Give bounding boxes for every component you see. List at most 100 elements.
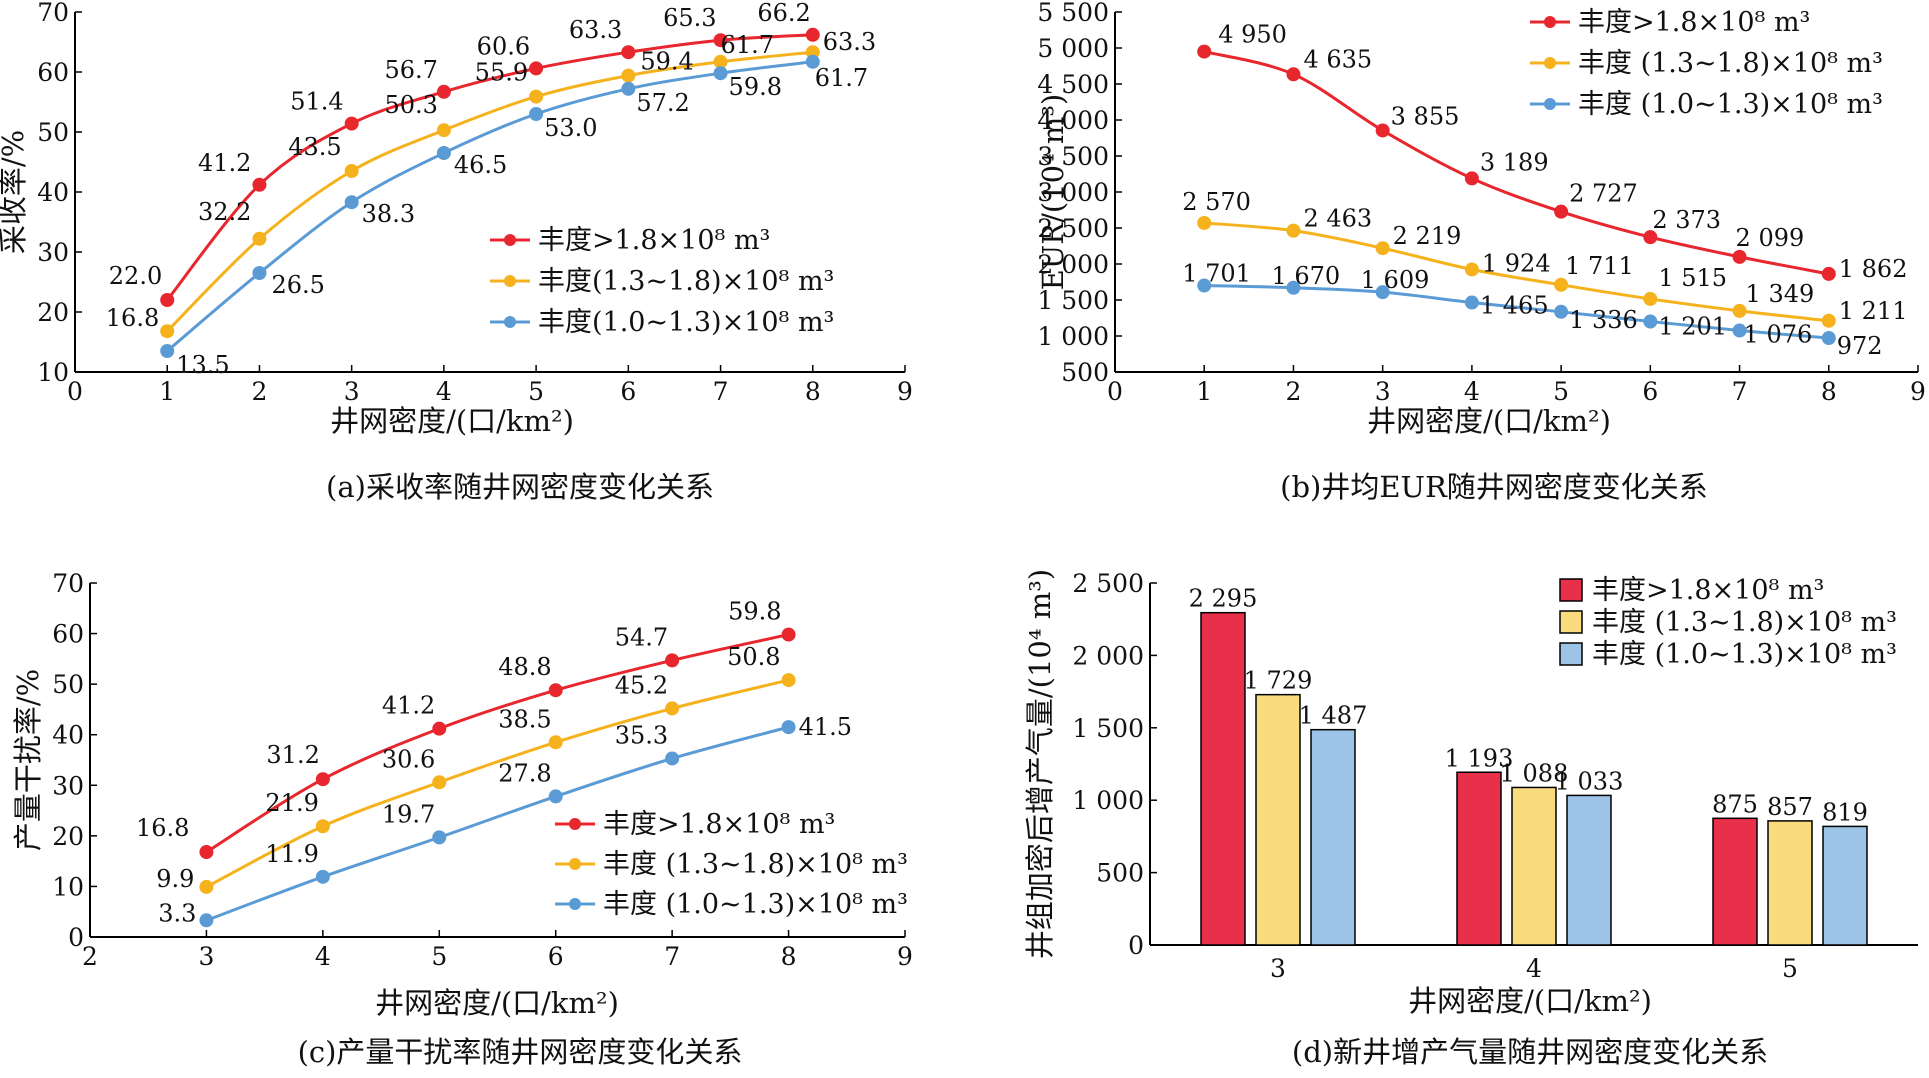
data-point: [1464, 295, 1479, 310]
data-point: [713, 54, 728, 69]
data-point: [1286, 280, 1301, 295]
legend-marker: [1544, 57, 1556, 69]
legend-label: 丰度 (1.3~1.8)×10⁸ m³: [1578, 48, 1883, 79]
data-label: 43.5: [288, 133, 341, 161]
y-tick-label: 30: [37, 238, 69, 267]
data-point: [1375, 241, 1390, 256]
data-label: 63.3: [569, 16, 622, 44]
data-point: [1732, 249, 1747, 264]
data-point: [252, 177, 267, 192]
data-point: [621, 68, 636, 83]
legend-marker: [1544, 98, 1556, 110]
x-tick-label: 3: [198, 942, 214, 971]
x-tick-label: 2: [82, 942, 98, 971]
data-label: 11.9: [265, 840, 318, 868]
data-point: [199, 845, 214, 860]
legend-swatch: [1559, 578, 1583, 602]
data-point: [199, 879, 214, 894]
data-label: 13.5: [176, 351, 229, 379]
y-tick-label: 70: [37, 0, 69, 27]
legend-label: 丰度>1.8×10⁸ m³: [603, 809, 835, 840]
data-point: [548, 683, 563, 698]
bar-label: 2 295: [1189, 585, 1258, 613]
x-axis-title: 井网密度/(口/km²): [1367, 404, 1611, 438]
y-tick-label: 2 500: [1037, 214, 1109, 243]
data-point: [1375, 123, 1390, 138]
bar: [1712, 817, 1758, 946]
x-tick-label: 6: [620, 377, 636, 406]
data-point: [432, 721, 447, 736]
data-label: 1 211: [1839, 297, 1908, 325]
data-label: 38.5: [498, 705, 551, 733]
series-line: [1204, 284, 1829, 340]
panel-a: 0 1 2 3 4 5 6 7 8 9 10 20 30 40 50 60 70 22.0 41.2 51.4 56.7…: [0, 0, 913, 504]
data-point: [1464, 262, 1479, 277]
data-point: [781, 673, 796, 688]
x-tick-label: 4: [1464, 377, 1480, 406]
data-label: 59.8: [729, 73, 782, 101]
bar-label: 875: [1712, 790, 1758, 818]
data-label: 2 373: [1652, 206, 1721, 234]
data-label: 21.9: [265, 789, 318, 817]
x-tick-label: 4: [436, 377, 452, 406]
data-label: 54.7: [615, 623, 668, 651]
data-point: [665, 701, 680, 716]
series-line: [166, 60, 813, 353]
legend-marker: [569, 858, 581, 870]
panel-caption: (a)采收率随井网密度变化关系: [326, 470, 714, 504]
data-point: [344, 116, 359, 131]
series-line: [205, 633, 789, 854]
y-tick-label: 60: [37, 58, 69, 87]
y-tick-label: 4 000: [1037, 106, 1109, 135]
x-axis-title: 井网密度/(口/km²): [1408, 984, 1652, 1018]
x-tick-label: 1: [159, 377, 175, 406]
bar: [1822, 825, 1868, 946]
y-tick-label: 500: [1096, 859, 1144, 888]
x-axis-title: 井网密度/(口/km²): [330, 404, 574, 438]
x-tick-label: 2: [1285, 377, 1301, 406]
legend-swatch: [1559, 610, 1583, 634]
data-point: [1554, 277, 1569, 292]
data-label: 1 670: [1271, 262, 1340, 290]
x-tick-label: 0: [67, 377, 83, 406]
data-point: [1197, 215, 1212, 230]
data-label: 45.2: [615, 671, 668, 699]
y-tick-label: 2 500: [1072, 569, 1144, 598]
data-label: 46.5: [454, 151, 507, 179]
y-tick-label: 1 000: [1072, 786, 1144, 815]
x-tick-label: 8: [805, 377, 821, 406]
bar-label: 857: [1767, 793, 1813, 821]
y-tick-label: 1 500: [1037, 286, 1109, 315]
data-point: [1732, 303, 1747, 318]
x-tick-label: 4: [315, 942, 331, 971]
y-tick-label: 1 500: [1072, 714, 1144, 743]
legend-swatch: [1559, 642, 1583, 666]
data-label: 38.3: [362, 200, 415, 228]
panel-caption: (c)产量干扰率随井网密度变化关系: [298, 1035, 743, 1069]
data-label: 27.8: [498, 759, 551, 787]
x-tick-label: 3: [1270, 954, 1286, 983]
legend-marker: [504, 275, 516, 287]
legend-label: 丰度(1.3~1.8)×10⁸ m³: [538, 266, 834, 297]
x-tick-label: 2: [251, 377, 267, 406]
y-tick-label: 2 000: [1072, 641, 1144, 670]
data-point: [805, 54, 820, 69]
data-point: [621, 81, 636, 96]
bar: [1200, 611, 1246, 946]
data-label: 1 924: [1482, 249, 1551, 277]
x-axis-title: 井网密度/(口/km²): [375, 986, 619, 1020]
x-tick-label: 3: [1375, 377, 1391, 406]
y-tick-label: 20: [37, 298, 69, 327]
data-point: [160, 324, 175, 339]
data-point: [344, 164, 359, 178]
data-point: [1643, 230, 1658, 245]
x-tick-label: 7: [1732, 377, 1748, 406]
y-tick-label: 0: [1128, 931, 1144, 960]
panel-caption: (b)井均EUR随井网密度变化关系: [1280, 470, 1708, 504]
panel-caption: (d)新井增产气量随井网密度变化关系: [1292, 1035, 1768, 1069]
bar: [1255, 693, 1301, 946]
bar: [1511, 786, 1557, 946]
x-tick-label: 3: [344, 377, 360, 406]
legend-label: 丰度(1.0~1.3)×10⁸ m³: [538, 307, 834, 338]
data-point: [1197, 44, 1212, 59]
